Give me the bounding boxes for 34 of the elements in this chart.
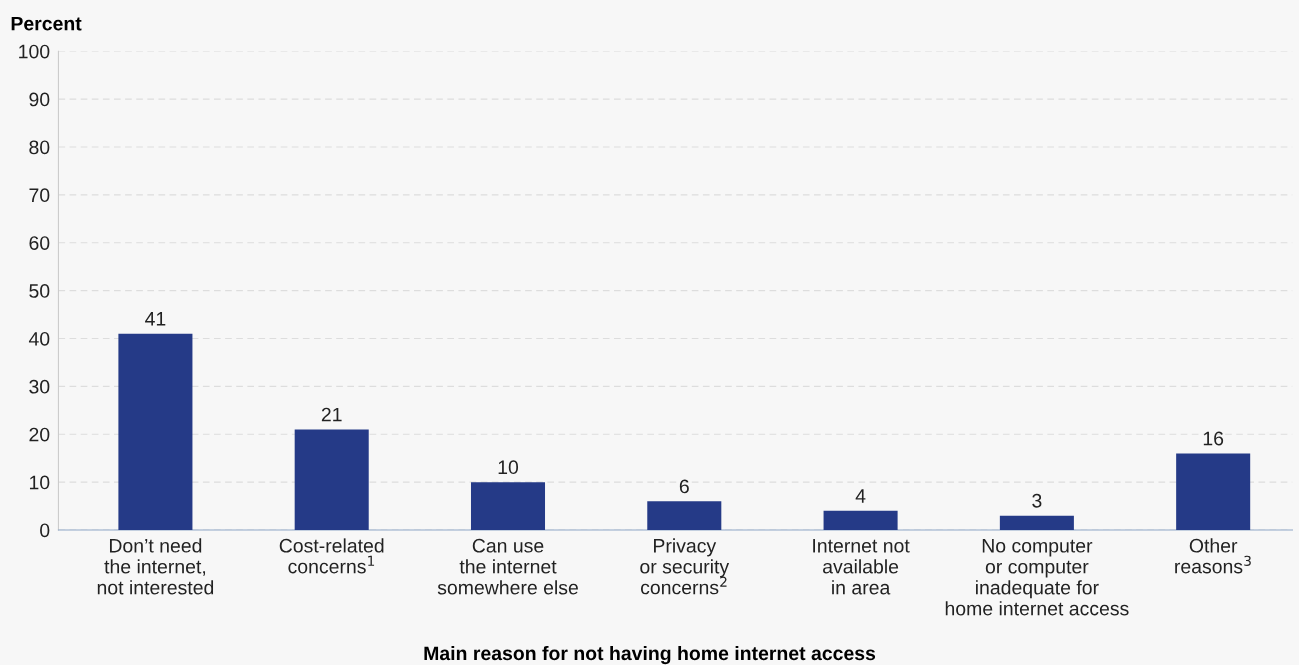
y-tick-label: 10 <box>29 475 50 490</box>
y-tick-label: 30 <box>29 379 50 394</box>
data-label: 41 <box>145 312 166 326</box>
y-tick-label: 60 <box>29 236 50 250</box>
bar <box>647 501 722 531</box>
y-tick-label: 70 <box>29 188 50 203</box>
bar <box>294 429 369 531</box>
data-label: 3 <box>1032 493 1042 508</box>
x-tick-label: No computer or computer inadequate for home internet access <box>945 539 1129 616</box>
data-label: 10 <box>498 460 519 475</box>
y-axis-title: Percent <box>11 16 82 31</box>
data-label: 16 <box>1203 431 1224 446</box>
x-axis-title: Main reason for not having home internet access <box>424 645 876 665</box>
data-label: 6 <box>679 479 689 494</box>
bar <box>1176 453 1251 531</box>
y-tick-label: 20 <box>29 427 50 442</box>
y-tick-label: 80 <box>29 140 50 155</box>
x-tick-label: Don’t need the internet, not interested <box>97 538 214 595</box>
data-label: 21 <box>321 407 342 422</box>
x-tick-label: Privacy or security concerns$^{2}$ <box>640 538 730 595</box>
bar <box>470 482 546 531</box>
bar <box>118 333 193 531</box>
x-tick-label: Internet not available in area <box>813 539 910 595</box>
x-tick-label: Can use the internet somewhere else <box>437 538 578 595</box>
data-label: 4 <box>855 489 866 503</box>
bar <box>999 515 1074 531</box>
y-tick-label: 0 <box>40 523 50 538</box>
bar <box>823 510 898 531</box>
x-tick-label: Other reasons$^{3}$ <box>1175 538 1251 574</box>
y-tick-label: 50 <box>29 284 50 298</box>
y-tick-label: 100 <box>19 44 50 59</box>
y-tick-label: 40 <box>28 331 50 346</box>
x-tick-label: Cost-related concerns$^{1}$ <box>279 538 384 574</box>
y-tick-label: 90 <box>29 92 50 107</box>
